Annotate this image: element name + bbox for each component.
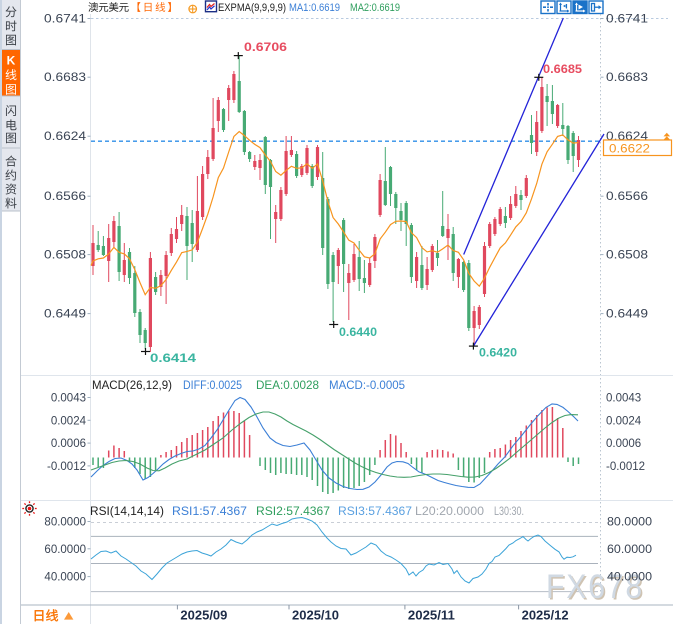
svg-text:2025/09: 2025/09 [180, 608, 227, 622]
svg-text:L30:30.: L30:30. [494, 506, 524, 518]
svg-text:DEA:0.0028: DEA:0.0028 [256, 380, 319, 392]
svg-text:0.0006: 0.0006 [606, 438, 641, 450]
svg-text:MA1:0.6619: MA1:0.6619 [289, 2, 340, 14]
svg-text:40.0000: 40.0000 [44, 572, 86, 584]
svg-text:80.0000: 80.0000 [44, 517, 86, 529]
svg-text:RSI1:57.4367: RSI1:57.4367 [172, 506, 247, 518]
svg-text:0.6624: 0.6624 [44, 131, 87, 143]
svg-text:RSI2:57.4367: RSI2:57.4367 [256, 506, 330, 518]
svg-text:60.0000: 60.0000 [44, 544, 86, 556]
svg-text:60.0000: 60.0000 [607, 544, 652, 556]
svg-text:DIFF:0.0025: DIFF:0.0025 [183, 380, 242, 392]
svg-text:0.6741: 0.6741 [606, 14, 648, 26]
svg-text:RSI3:57.4367: RSI3:57.4367 [338, 506, 412, 518]
svg-text:RSI(14,14,14): RSI(14,14,14) [90, 506, 164, 518]
svg-text:0.6566: 0.6566 [606, 191, 648, 203]
svg-text:MA2:0.6619: MA2:0.6619 [350, 2, 400, 14]
svg-text:0.6622: 0.6622 [609, 142, 650, 156]
svg-text:0.6449: 0.6449 [606, 309, 648, 321]
svg-text:0.6508: 0.6508 [44, 250, 86, 262]
svg-text:0.6706: 0.6706 [244, 40, 287, 54]
svg-text:0.6741: 0.6741 [44, 14, 86, 26]
svg-text:0.0043: 0.0043 [51, 393, 86, 405]
svg-text:0.0043: 0.0043 [606, 393, 641, 405]
svg-text:-0.0012: -0.0012 [47, 461, 86, 473]
svg-text:0.6566: 0.6566 [44, 191, 86, 203]
svg-text:FX678: FX678 [548, 570, 646, 608]
svg-text:MACD(26,12,9): MACD(26,12,9) [92, 380, 172, 392]
svg-text:0.0024: 0.0024 [606, 415, 642, 427]
svg-text:40.0000: 40.0000 [607, 572, 652, 584]
svg-text:0.6685: 0.6685 [543, 62, 582, 76]
svg-text:80.0000: 80.0000 [607, 517, 652, 529]
svg-text:0.6449: 0.6449 [44, 309, 86, 321]
svg-text:-0.0012: -0.0012 [606, 461, 645, 473]
svg-text:K: K [7, 54, 16, 68]
svg-text:0.6420: 0.6420 [479, 346, 517, 360]
svg-text:0.6508: 0.6508 [606, 250, 648, 262]
svg-text:0.6683: 0.6683 [44, 72, 86, 84]
svg-text:2025/12: 2025/12 [522, 608, 569, 622]
svg-text:2025/11: 2025/11 [408, 608, 455, 622]
svg-text:0.0024: 0.0024 [51, 415, 87, 427]
svg-text:L20:20.0000: L20:20.0000 [415, 506, 484, 518]
svg-text:0.6683: 0.6683 [606, 72, 648, 84]
svg-text:MACD:-0.0005: MACD:-0.0005 [329, 380, 405, 392]
svg-text:2025/10: 2025/10 [292, 608, 339, 622]
svg-text:0.6414: 0.6414 [150, 351, 196, 365]
svg-text:0.6440: 0.6440 [339, 325, 377, 339]
svg-text:FX678: FX678 [546, 568, 644, 606]
svg-text:0.0006: 0.0006 [51, 438, 86, 450]
svg-text:EXPMA(9,9,9,9): EXPMA(9,9,9,9) [218, 2, 286, 14]
